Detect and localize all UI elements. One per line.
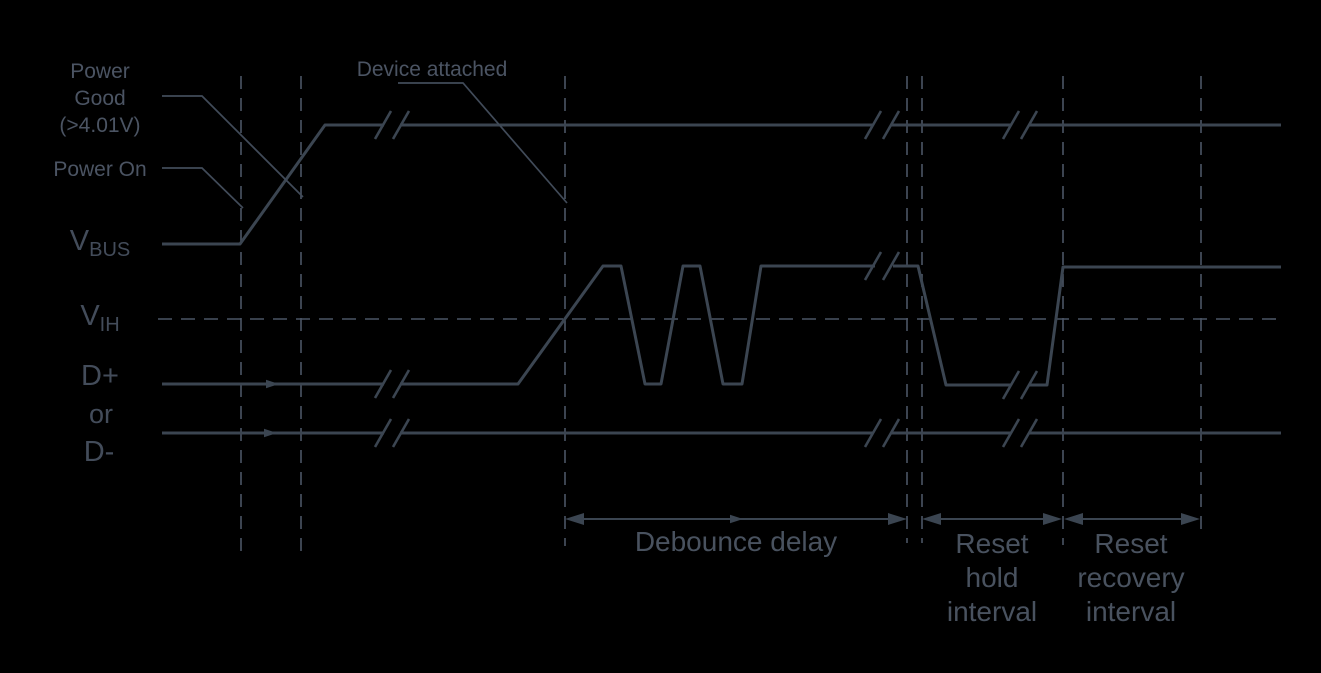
line-break-mark: [1001, 370, 1039, 400]
line-break-mark: [373, 418, 411, 448]
debounce-delay-label: Debounce delay: [635, 526, 837, 557]
power-good-pointer-line: [162, 95, 304, 198]
vbus-segment: [162, 123, 384, 246]
reset-hold-arrow: [922, 513, 1062, 525]
power-on-label: Power On: [53, 158, 146, 181]
power-good-label: Power Good (>4.01V): [59, 60, 140, 137]
debounce-delay-arrow: [565, 513, 907, 525]
dplus-segment-recovery: [1029, 265, 1281, 387]
reset-recovery-label: Reset recovery interval: [1077, 528, 1184, 627]
reset-hold-label: Reset hold interval: [947, 528, 1037, 627]
arrowhead-right-icon: [1043, 513, 1062, 525]
vbus-label-sub: BUS: [89, 239, 130, 261]
power-good-line1: Power: [70, 60, 130, 83]
line-break-mark: [863, 251, 901, 281]
dplus-waveform: [162, 264, 1281, 387]
reset-recovery-line2: recovery: [1077, 562, 1184, 593]
line-break-mark: [1001, 110, 1039, 140]
dminus-direction-arrow-icon: [264, 428, 277, 438]
reset-hold-line3: interval: [947, 596, 1037, 627]
vih-label: VIH: [80, 300, 119, 336]
reset-recovery-arrow: [1064, 513, 1200, 525]
device-attached-label: Device attached: [357, 58, 508, 81]
arrowhead-left-icon: [922, 513, 941, 525]
vbus-waveform: [162, 123, 1281, 246]
reset-recovery-line3: interval: [1086, 596, 1176, 627]
arrow-mid-tick-icon: [730, 514, 743, 524]
break-marks: [373, 110, 1039, 448]
dplus-segment-bounce: [400, 264, 875, 386]
power-on-pointer-line: [162, 167, 244, 209]
arrowhead-right-icon: [1181, 513, 1200, 525]
power-good-line3: (>4.01V): [59, 114, 140, 137]
vih-label-main: V: [80, 300, 100, 332]
line-break-mark: [863, 110, 901, 140]
reset-recovery-line1: Reset: [1094, 528, 1167, 559]
event-lines: [240, 76, 1202, 558]
reset-hold-line1: Reset: [955, 528, 1028, 559]
dplus-label: D+: [81, 360, 119, 392]
reset-hold-line2: hold: [966, 562, 1019, 593]
power-good-line2: Good: [74, 87, 125, 110]
vbus-label: VBUS: [70, 225, 130, 261]
arrowhead-left-icon: [565, 513, 584, 525]
dplus-direction-arrow-icon: [266, 379, 279, 389]
or-label: or: [89, 399, 113, 429]
line-break-mark: [863, 418, 901, 448]
dplus-segment-reset: [893, 264, 1011, 387]
arrowhead-left-icon: [1064, 513, 1083, 525]
arrowhead-right-icon: [888, 513, 907, 525]
line-break-mark: [373, 369, 411, 399]
vbus-label-main: V: [70, 225, 90, 257]
line-break-mark: [373, 110, 411, 140]
vih-label-sub: IH: [100, 314, 120, 336]
device-attached-pointer-line: [398, 82, 568, 204]
line-break-mark: [1001, 418, 1039, 448]
dminus-label: D-: [84, 436, 115, 468]
